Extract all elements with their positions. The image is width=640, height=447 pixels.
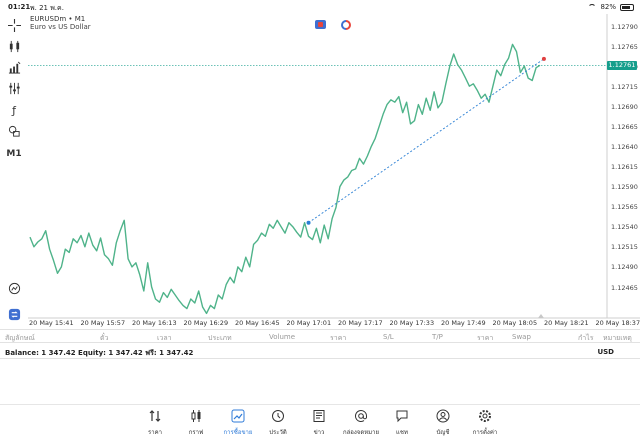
price-tick-label: 1.12765 <box>611 42 638 51</box>
time-tick-label: 20 May 16:13 <box>132 319 177 327</box>
time-tick-label: 20 May 17:17 <box>338 319 383 327</box>
price-tick-label: 1.12540 <box>611 223 638 232</box>
crosshair-icon[interactable] <box>6 17 22 33</box>
col-tp[interactable]: T/P <box>432 333 443 341</box>
nav-account-label: บัญชี <box>436 429 450 436</box>
gear-icon <box>478 409 492 423</box>
user-icon <box>436 409 450 423</box>
divider <box>0 358 640 359</box>
status-date: พ. 21 พ.ค. <box>30 4 64 12</box>
chat-icon <box>395 409 409 423</box>
price-chart[interactable] <box>0 0 640 330</box>
bar-chart-icon[interactable] <box>6 59 22 75</box>
price-tick-label: 1.12640 <box>611 142 638 151</box>
current-price-label: 1.12761 <box>607 60 637 70</box>
col-sl[interactable]: S/L <box>383 333 394 341</box>
col-swap[interactable]: Swap <box>512 333 531 341</box>
price-tick-label: 1.12565 <box>611 203 638 212</box>
refresh-chart-icon[interactable] <box>6 280 22 296</box>
history-icon <box>271 409 285 423</box>
shapes-icon[interactable] <box>6 123 22 139</box>
time-tick-label: 20 May 15:57 <box>80 319 126 327</box>
nav-quotes-label: ราคา <box>148 429 162 436</box>
col-symbol[interactable]: สัญลักษณ์ <box>5 334 35 342</box>
price-series-line <box>29 43 541 315</box>
nav-news[interactable]: ข่าว <box>299 409 339 437</box>
battery-icon <box>620 3 634 11</box>
news-icon <box>312 409 326 423</box>
nav-history-label: ประวัติ <box>269 429 287 436</box>
price-tick-label: 1.12590 <box>611 183 638 192</box>
candlestick-icon <box>189 409 203 423</box>
nav-chat-label: แชท <box>396 429 408 436</box>
price-tick-label: 1.12790 <box>611 22 638 31</box>
time-tick-label: 20 May 18:05 <box>492 319 538 327</box>
price-tick-label: 1.12465 <box>611 283 638 292</box>
eu-flag-icon <box>315 20 326 29</box>
timeframe-button[interactable]: M1 <box>6 149 22 159</box>
nav-news-label: ข่าว <box>313 429 325 436</box>
one-click-trade-icon[interactable] <box>6 306 22 322</box>
nav-charts-label: กราฟ <box>188 429 204 436</box>
price-tick-label: 1.12665 <box>611 122 638 131</box>
time-tick-label: 20 May 15:41 <box>29 319 74 327</box>
chart-symbol-description: Euro vs US Dollar <box>30 23 91 31</box>
time-tick-label: 20 May 16:29 <box>183 319 229 327</box>
indicator-icon[interactable] <box>6 80 22 96</box>
battery-percent: 82% <box>600 3 616 11</box>
nav-chat[interactable]: แชท <box>382 409 422 437</box>
col-price[interactable]: ราคา <box>477 334 494 342</box>
nav-quotes[interactable]: ราคา <box>135 409 175 437</box>
status-time: 01:21 <box>8 3 31 11</box>
trend-marker-1[interactable] <box>306 220 311 225</box>
nav-mailbox-label: กล่องจดหมาย <box>342 429 380 436</box>
nav-charts[interactable]: กราฟ <box>176 409 216 437</box>
trade-table-header: สัญลักษณ์ ตั๋ว เวลา ประเภท Volume ราคา S… <box>0 329 640 343</box>
nav-settings-label: การตั้งค่า <box>472 429 498 436</box>
price-tick-label: 1.12515 <box>611 243 638 252</box>
time-tick-label: 20 May 18:37 <box>595 319 640 327</box>
col-ticket[interactable]: ตั๋ว <box>100 334 109 342</box>
chart-toolbar: ƒ M1 <box>0 14 28 320</box>
at-icon <box>354 409 368 423</box>
time-tick-label: 20 May 17:33 <box>389 319 435 327</box>
trendline[interactable] <box>308 58 545 224</box>
us-flag-icon <box>341 20 351 30</box>
function-icon[interactable]: ƒ <box>12 103 16 117</box>
col-volume[interactable]: Volume <box>269 333 296 341</box>
wifi-icon <box>588 4 597 10</box>
chart-symbol: EURUSDm • M1 <box>30 15 86 23</box>
nav-mailbox[interactable]: กล่องจดหมาย <box>341 409 381 437</box>
col-time[interactable]: เวลา <box>157 334 172 342</box>
col-profit[interactable]: กำไร <box>578 334 594 342</box>
chart-shift-marker[interactable] <box>538 314 544 318</box>
trade-chart-icon <box>231 409 245 423</box>
status-bar: 01:21 พ. 21 พ.ค. 82% <box>0 0 640 14</box>
col-open-price[interactable]: ราคา <box>330 334 347 342</box>
bottom-navigation: ราคา กราฟ การซื้อขาย ประวัติ ข่าว กล่องจ… <box>0 404 640 447</box>
nav-trade[interactable]: การซื้อขาย <box>218 409 258 437</box>
price-tick-label: 1.12615 <box>611 163 638 172</box>
arrows-updown-icon <box>148 409 162 423</box>
price-tick-label: 1.12490 <box>611 263 638 272</box>
col-type[interactable]: ประเภท <box>208 334 232 342</box>
nav-settings[interactable]: การตั้งค่า <box>465 409 505 437</box>
price-tick-label: 1.12715 <box>611 82 638 91</box>
account-currency: USD <box>597 348 614 356</box>
nav-trade-label: การซื้อขาย <box>223 429 253 436</box>
candlestick-icon[interactable] <box>6 38 22 54</box>
trend-marker-2[interactable] <box>541 56 546 61</box>
time-tick-label: 20 May 18:21 <box>544 319 589 327</box>
account-summary: Balance: 1 347.42 Equity: 1 347.42 ฟรี: … <box>5 349 194 357</box>
time-tick-label: 20 May 17:49 <box>441 319 486 327</box>
nav-account[interactable]: บัญชี <box>423 409 463 437</box>
nav-history[interactable]: ประวัติ <box>258 409 298 437</box>
col-comment[interactable]: หมายเหตุ <box>603 334 632 342</box>
price-tick-label: 1.12690 <box>611 102 638 111</box>
time-tick-label: 20 May 16:45 <box>235 319 280 327</box>
time-tick-label: 20 May 17:01 <box>286 319 332 327</box>
